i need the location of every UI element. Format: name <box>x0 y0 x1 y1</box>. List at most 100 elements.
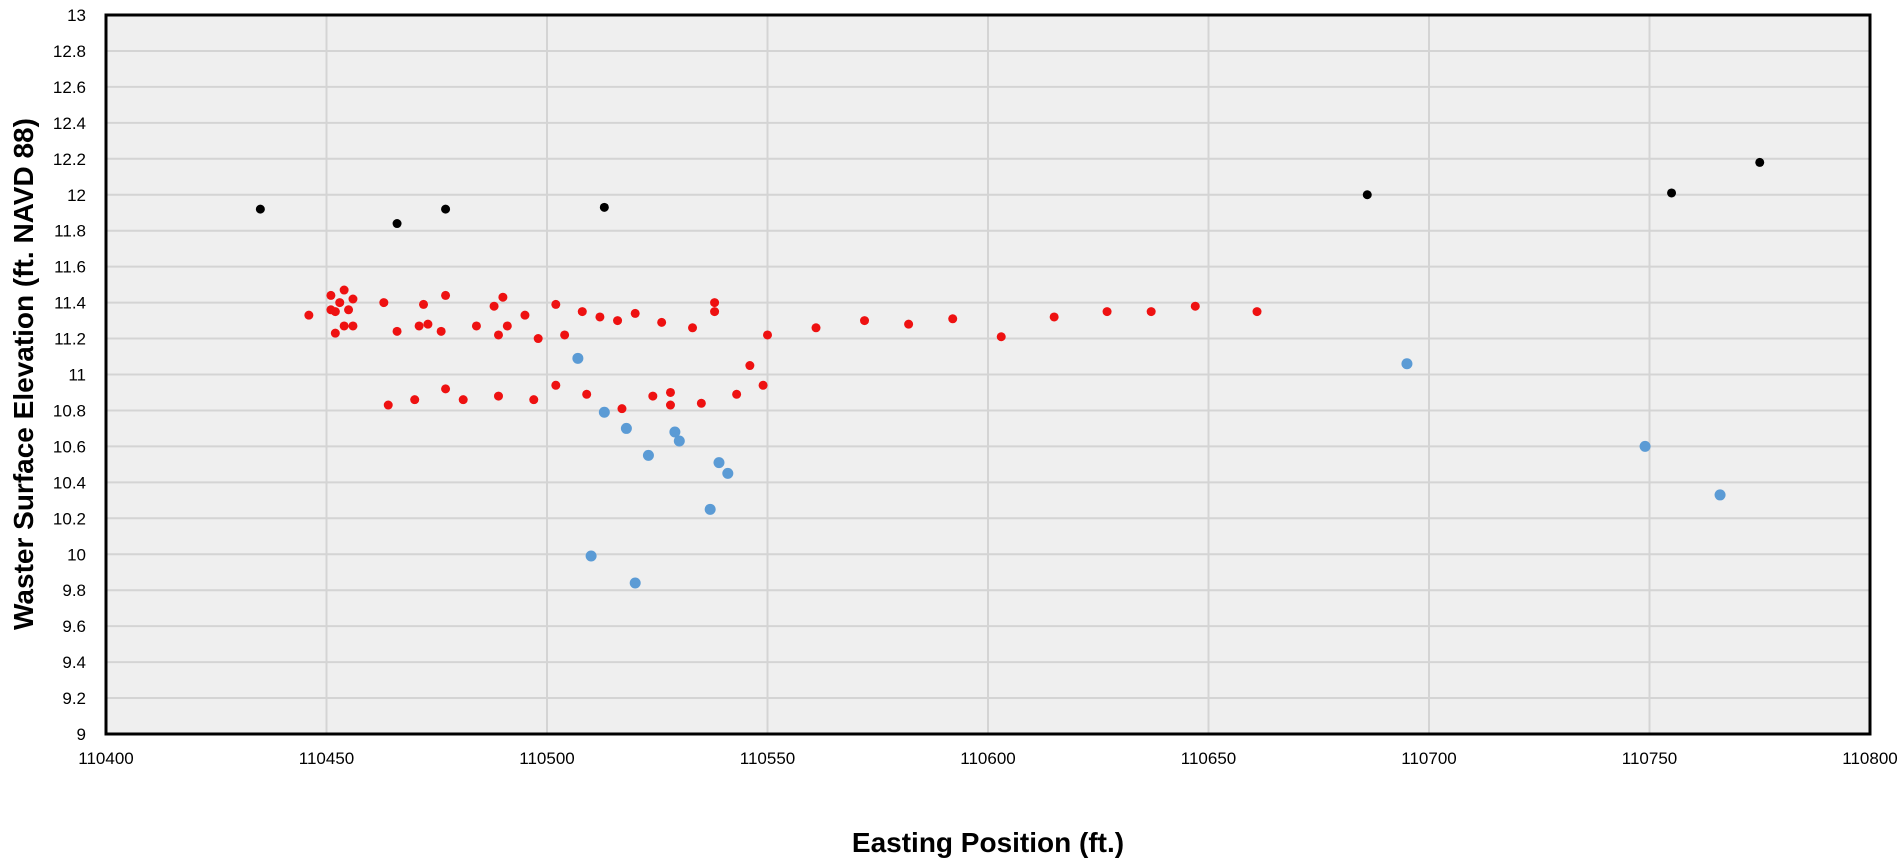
scatter-point <box>1755 157 1765 167</box>
scatter-point <box>620 422 632 434</box>
y-tick-label: 12.4 <box>53 114 86 133</box>
scatter-point <box>665 387 675 397</box>
scatter-point <box>1667 188 1677 198</box>
scatter-point <box>344 305 354 315</box>
y-tick-label: 12.2 <box>53 150 86 169</box>
scatter-point <box>648 391 658 401</box>
y-tick-label: 10.8 <box>53 401 86 420</box>
y-tick-label: 11.8 <box>54 222 86 241</box>
scatter-point <box>722 467 734 479</box>
y-tick-label: 9 <box>77 725 86 744</box>
scatter-point <box>745 361 755 371</box>
scatter-point <box>1190 301 1200 311</box>
scatter-point <box>710 307 720 317</box>
x-tick-label: 110800 <box>1842 749 1897 768</box>
scatter-point <box>348 321 358 331</box>
scatter-point <box>551 299 561 309</box>
scatter-point <box>348 294 358 304</box>
scatter-point <box>304 310 314 320</box>
scatter-point <box>471 321 481 331</box>
scatter-point <box>1401 358 1413 370</box>
y-axis-title: Waster Surface Elevation (ft. NAVD 88) <box>8 118 39 630</box>
scatter-point <box>688 323 698 333</box>
scatter-point <box>642 449 654 461</box>
scatter-point <box>493 391 503 401</box>
scatter-point <box>704 503 716 515</box>
scatter-point <box>1146 307 1156 317</box>
y-tick-label: 11 <box>68 366 86 385</box>
x-tick-label: 110600 <box>960 749 1015 768</box>
y-tick-label: 10 <box>67 545 86 564</box>
y-tick-label: 9.6 <box>62 617 86 636</box>
scatter-point <box>1252 307 1262 317</box>
scatter-point <box>529 395 539 405</box>
scatter-point <box>458 395 468 405</box>
scatter-point <box>335 298 345 308</box>
scatter-point <box>255 204 265 214</box>
y-tick-labels: 9 9.2 9.4 9.6 9.8 10 10.2 10.4 10.6 10.8 11 11.2 11.… <box>53 6 86 744</box>
plot-border <box>104 13 1872 736</box>
scatter-point <box>392 219 402 229</box>
scatter-point <box>572 352 584 364</box>
scatter-point <box>441 384 451 394</box>
scatter-point <box>629 577 641 589</box>
scatter-point <box>436 326 446 336</box>
scatter-point <box>423 319 433 329</box>
y-tick-label: 11.6 <box>54 258 86 277</box>
x-tick-label: 110750 <box>1622 749 1677 768</box>
y-tick-label: 9.8 <box>62 581 86 600</box>
x-axis-title: Easting Position (ft.) <box>852 827 1124 858</box>
scatter-point <box>617 404 627 414</box>
scatter-point <box>339 285 349 295</box>
x-tick-labels: 110400 110450 110500 110550 110600 110650 1107… <box>78 749 1897 768</box>
scatter-point <box>599 202 609 212</box>
scatter-point <box>489 301 499 311</box>
scatter-point <box>595 312 605 322</box>
scatter-point <box>665 400 675 410</box>
x-tick-label: 110700 <box>1401 749 1456 768</box>
scatter-point <box>713 457 725 469</box>
scatter-point <box>493 330 503 340</box>
y-tick-label: 9.4 <box>62 653 86 672</box>
x-tick-label: 110450 <box>299 749 354 768</box>
scatter-point <box>613 316 623 326</box>
scatter-point <box>502 321 512 331</box>
y-tick-label: 10.2 <box>53 509 86 528</box>
scatter-point <box>732 389 742 399</box>
scatter-point <box>392 326 402 336</box>
scatter-point <box>577 307 587 317</box>
y-tick-label: 13 <box>67 6 86 25</box>
scatter-point <box>904 319 914 329</box>
scatter-point <box>414 321 424 331</box>
scatter-point <box>657 317 667 327</box>
y-tick-label: 12.8 <box>53 42 86 61</box>
scatter-point <box>379 298 389 308</box>
scatter-point <box>673 435 685 447</box>
scatter-point <box>339 321 349 331</box>
x-tick-label: 110550 <box>740 749 795 768</box>
scatter-point <box>1049 312 1059 322</box>
scatter-point <box>551 380 561 390</box>
scatter-point <box>598 406 610 418</box>
scatter-point <box>669 426 681 438</box>
scatter-point <box>1102 307 1112 317</box>
scatter-point <box>1714 489 1726 501</box>
scatter-point <box>763 330 772 340</box>
grid-lines <box>105 14 1871 735</box>
scatter-point <box>811 323 821 333</box>
scatter-point <box>441 290 451 300</box>
scatter-point <box>326 290 336 300</box>
scatter-point <box>860 316 870 326</box>
scatter-point <box>582 389 592 399</box>
y-tick-label: 10.4 <box>53 473 86 492</box>
scatter-point <box>1639 440 1651 452</box>
scatter-point <box>330 328 340 338</box>
y-tick-label: 9.2 <box>62 689 86 708</box>
y-tick-label: 12 <box>67 186 86 205</box>
scatter-point <box>560 330 570 340</box>
scatter-point <box>383 400 393 410</box>
scatter-point <box>498 292 508 302</box>
scatter-point <box>520 310 530 320</box>
